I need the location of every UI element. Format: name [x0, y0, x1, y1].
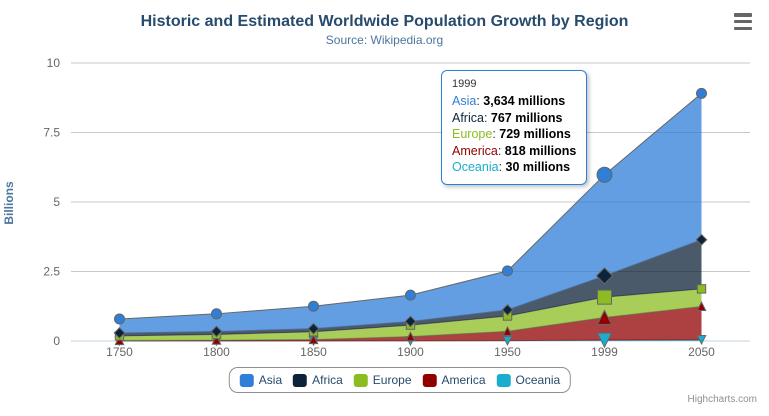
series-value: 767 millions: [490, 110, 563, 125]
x-axis-label: 1900: [397, 345, 424, 359]
hamburger-icon: [734, 19, 752, 24]
marker-africa-1999[interactable]: [595, 267, 614, 285]
legend-swatch-icon: [239, 373, 254, 387]
legend-item-oceania[interactable]: Oceania: [496, 373, 561, 387]
marker-asia-1950[interactable]: [502, 265, 513, 277]
legend-label: Oceania: [515, 373, 561, 387]
tooltip-row-america: America: 818 millions: [452, 143, 577, 158]
legend: Asia Africa Europe America Oceania: [228, 367, 572, 393]
tooltip: 1999 Asia: 3,634 millions Africa: 767 mi…: [441, 70, 588, 185]
series-name: Africa: [452, 110, 484, 125]
hamburger-icon: [734, 26, 752, 30]
legend-label: Asia: [258, 373, 283, 387]
series-value: 729 millions: [499, 127, 571, 141]
marker-america-1999[interactable]: [596, 309, 613, 325]
marker-asia-1850[interactable]: [308, 300, 319, 312]
area-america[interactable]: [119, 306, 702, 341]
series-name: Europe: [452, 127, 493, 141]
legend-swatch-icon: [422, 373, 437, 387]
series-value: 30 millions: [505, 160, 571, 174]
tooltip-category: 1999: [452, 78, 477, 90]
marker-europe-2050[interactable]: [696, 284, 707, 294]
series-name: America: [452, 143, 498, 158]
series-value: 818 millions: [504, 143, 577, 158]
legend-label: Africa: [312, 373, 343, 387]
legend-item-america[interactable]: America: [422, 373, 486, 387]
marker-oceania-2050[interactable]: [696, 335, 707, 346]
legend-item-asia[interactable]: Asia: [239, 373, 283, 387]
marker-america-1850[interactable]: [308, 334, 319, 345]
legend-item-europe[interactable]: Europe: [353, 373, 412, 387]
area-asia[interactable]: [119, 93, 702, 333]
area-africa[interactable]: [119, 239, 702, 336]
legend-label: America: [441, 373, 486, 387]
x-axis-label: 1950: [494, 345, 521, 359]
x-axis-label: 1750: [106, 345, 133, 359]
marker-asia-2050[interactable]: [696, 87, 707, 99]
marker-africa-1900[interactable]: [404, 315, 417, 328]
tooltip-row-oceania: Oceania: 30 millions: [452, 160, 571, 174]
y-axis-label: 7.5: [43, 126, 60, 140]
marker-america-2050[interactable]: [696, 301, 707, 312]
marker-africa-1750[interactable]: [113, 327, 126, 339]
marker-africa-2050[interactable]: [695, 233, 708, 246]
tooltip-row-europe: Europe: 729 millions: [452, 127, 571, 141]
chart-subtitle: Source: Wikipedia.org: [325, 33, 444, 47]
series-name: Asia: [452, 94, 477, 108]
marker-america-1900[interactable]: [405, 331, 416, 342]
legend-swatch-icon: [293, 373, 308, 387]
marker-america-1950[interactable]: [502, 325, 513, 336]
y-axis-label: 5: [53, 195, 60, 209]
x-axis-label: 1800: [203, 345, 230, 359]
marker-africa-1800[interactable]: [210, 325, 223, 338]
marker-africa-1950[interactable]: [501, 303, 514, 316]
marker-asia-1800[interactable]: [211, 308, 222, 320]
x-axis-label: 1850: [300, 345, 327, 359]
marker-europe-1999[interactable]: [597, 289, 612, 305]
y-axis-label: 2.5: [43, 265, 60, 279]
credits-link[interactable]: Highcharts.com: [687, 394, 757, 405]
hamburger-icon: [734, 13, 752, 17]
y-axis-label: 0: [53, 334, 60, 348]
legend-swatch-icon: [496, 373, 511, 387]
legend-label: Europe: [372, 373, 412, 387]
x-axis-label: 1999: [591, 345, 618, 359]
marker-asia-1999[interactable]: [596, 166, 613, 183]
context-menu-button[interactable]: [734, 13, 752, 30]
legend-item-africa[interactable]: Africa: [293, 373, 343, 387]
tooltip-row-asia: Asia: 3,634 millions: [452, 94, 566, 108]
y-axis-label: 10: [47, 56, 61, 70]
marker-oceania-1999[interactable]: [596, 332, 613, 349]
marker-asia-1900[interactable]: [405, 289, 416, 301]
marker-oceania-1950[interactable]: [502, 335, 513, 346]
series-name: Oceania: [452, 160, 499, 174]
marker-africa-1850[interactable]: [307, 322, 320, 335]
legend-swatch-icon: [353, 373, 368, 387]
tooltip-row-africa: Africa: 767 millions: [452, 110, 563, 125]
x-axis-label: 2050: [688, 345, 715, 359]
marker-asia-1750[interactable]: [114, 313, 125, 325]
series-value: 3,634 millions: [483, 94, 566, 108]
chart-title: Historic and Estimated Worldwide Populat…: [140, 13, 629, 30]
marker-america-1800[interactable]: [211, 334, 222, 345]
